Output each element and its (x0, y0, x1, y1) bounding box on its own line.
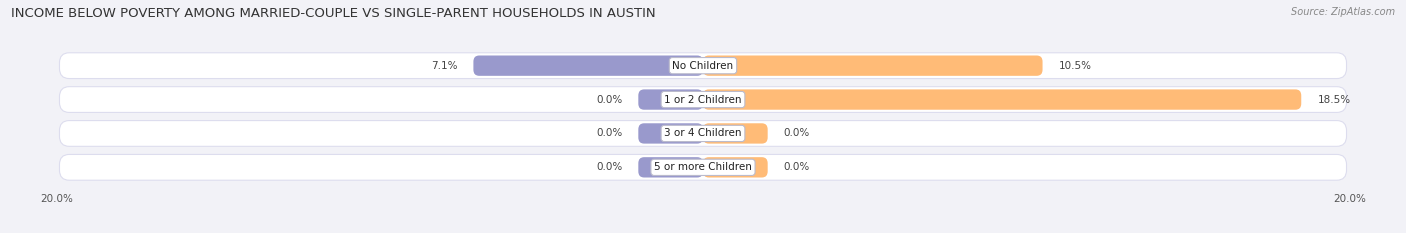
FancyBboxPatch shape (638, 123, 703, 144)
Text: 18.5%: 18.5% (1317, 95, 1351, 105)
FancyBboxPatch shape (59, 53, 1347, 79)
FancyBboxPatch shape (59, 87, 1347, 113)
Text: 5 or more Children: 5 or more Children (654, 162, 752, 172)
FancyBboxPatch shape (59, 154, 1347, 180)
Text: 10.5%: 10.5% (1059, 61, 1091, 71)
FancyBboxPatch shape (703, 157, 768, 178)
Text: 0.0%: 0.0% (785, 128, 810, 138)
Text: 3 or 4 Children: 3 or 4 Children (664, 128, 742, 138)
FancyBboxPatch shape (59, 120, 1347, 146)
FancyBboxPatch shape (638, 89, 703, 110)
FancyBboxPatch shape (703, 123, 768, 144)
Text: 7.1%: 7.1% (430, 61, 457, 71)
Text: 0.0%: 0.0% (785, 162, 810, 172)
Text: INCOME BELOW POVERTY AMONG MARRIED-COUPLE VS SINGLE-PARENT HOUSEHOLDS IN AUSTIN: INCOME BELOW POVERTY AMONG MARRIED-COUPL… (11, 7, 655, 20)
FancyBboxPatch shape (638, 157, 703, 178)
Text: No Children: No Children (672, 61, 734, 71)
FancyBboxPatch shape (703, 55, 1043, 76)
FancyBboxPatch shape (474, 55, 703, 76)
Text: 0.0%: 0.0% (596, 95, 621, 105)
FancyBboxPatch shape (703, 89, 1302, 110)
Text: 0.0%: 0.0% (596, 162, 621, 172)
Text: Source: ZipAtlas.com: Source: ZipAtlas.com (1291, 7, 1395, 17)
Text: 0.0%: 0.0% (596, 128, 621, 138)
Text: 1 or 2 Children: 1 or 2 Children (664, 95, 742, 105)
